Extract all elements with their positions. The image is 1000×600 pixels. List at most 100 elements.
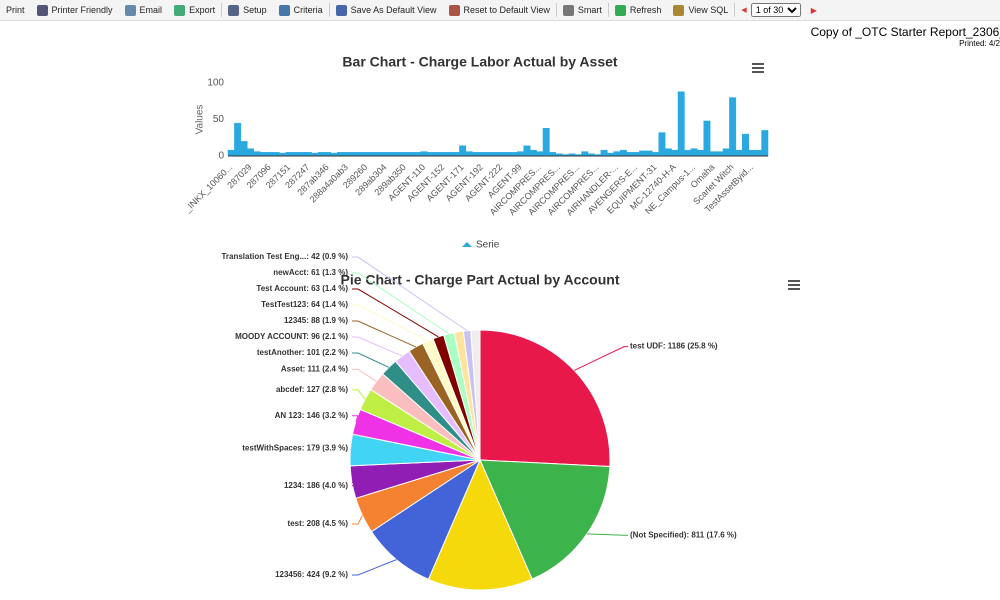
chart-title: Bar Chart - Charge Labor Actual by Asset — [342, 54, 617, 70]
button-icon — [673, 4, 685, 16]
chart-title: Pie Chart - Charge Part Actual by Accoun… — [340, 272, 619, 288]
button-icon — [228, 4, 240, 16]
bar — [684, 149, 692, 157]
bar — [240, 141, 248, 157]
leader-line — [352, 336, 403, 357]
y-tick-label: 100 — [207, 78, 224, 89]
bar — [632, 152, 640, 157]
leader-line — [351, 481, 360, 487]
button-label: Email — [139, 5, 163, 15]
toolbar-button[interactable]: Reset to Default View — [443, 4, 556, 16]
menu-icon[interactable] — [752, 63, 764, 73]
button-icon — [562, 4, 574, 16]
bar — [716, 151, 724, 157]
leader-line — [352, 389, 366, 400]
bar — [337, 152, 344, 157]
bar — [581, 151, 589, 157]
slice-label: test: 208 (4.5 %) — [288, 519, 349, 528]
toolbar-button[interactable]: View SQL — [667, 4, 734, 16]
bar — [292, 152, 299, 157]
page-select[interactable]: 1 of 30 — [750, 3, 801, 17]
bar — [349, 152, 357, 157]
leader-line — [352, 304, 429, 342]
pie-slice — [479, 329, 611, 468]
slice-label: 123456: 424 (9.2 %) — [275, 570, 348, 579]
bar — [388, 152, 396, 157]
slice-label: Asset: 111 (2.4 %) — [281, 364, 348, 373]
bar — [459, 145, 467, 157]
prev-arrow[interactable]: ◀ — [741, 7, 747, 14]
leader-line — [352, 272, 450, 335]
bar — [304, 152, 312, 157]
separator — [607, 3, 609, 17]
toolbar: Print Printer Friendly Email Export Setup Cri… — [0, 0, 1000, 21]
y-axis-label: Values — [195, 105, 206, 135]
slice-label: (Not Specified): 811 (17.6 %) — [630, 530, 737, 539]
bar — [549, 152, 557, 157]
bar — [369, 152, 377, 157]
leader-line — [573, 346, 628, 371]
separator — [328, 3, 330, 17]
bar — [761, 130, 769, 157]
toolbar-button[interactable]: Email — [119, 4, 169, 16]
button-label: View SQL — [688, 5, 729, 15]
leader-line — [352, 352, 390, 368]
slice-label: 12345: 88 (1.9 %) — [284, 316, 348, 325]
slice-label: test UDF: 1186 (25.8 %) — [630, 342, 718, 351]
bar — [542, 128, 550, 157]
toolbar-button[interactable]: Setup — [222, 4, 273, 16]
bar — [382, 152, 389, 157]
button-label: Setup — [243, 5, 267, 15]
button-icon — [278, 4, 290, 16]
next-arrow[interactable]: ▶ — [810, 5, 817, 15]
toolbar-button[interactable]: Printer Friendly — [31, 4, 119, 16]
bar — [652, 152, 659, 157]
bar — [626, 152, 634, 157]
button-label: Printer Friendly — [51, 5, 113, 15]
bar — [748, 149, 756, 157]
bar — [317, 152, 325, 157]
bar — [742, 133, 749, 157]
button-label: Refresh — [629, 5, 662, 15]
toolbar-button[interactable]: Criteria — [273, 4, 329, 16]
report-title: Copy of _OTC Starter Report_2306_ — [810, 25, 1000, 39]
leader-line — [352, 288, 439, 338]
button-label: Save As Default View — [350, 5, 437, 15]
bar — [484, 152, 492, 157]
menu-icon[interactable] — [788, 280, 800, 290]
bar — [234, 122, 242, 157]
toolbar-button[interactable]: Export — [168, 4, 221, 16]
bar — [259, 152, 267, 157]
bar — [613, 151, 621, 157]
toolbar-button[interactable]: Print — [0, 5, 31, 15]
button-icon — [335, 4, 347, 16]
slice-label: testWithSpaces: 179 (3.9 %) — [242, 443, 348, 452]
bar — [478, 152, 486, 157]
bar — [253, 151, 261, 157]
bar — [517, 151, 524, 157]
leader-line — [352, 256, 468, 332]
button-icon — [614, 4, 626, 16]
toolbar-button[interactable]: Save As Default View — [330, 4, 443, 16]
bar — [452, 152, 460, 157]
bar — [754, 149, 762, 157]
bar — [735, 149, 743, 157]
bar — [677, 91, 685, 157]
slice-label: abcdef: 127 (2.8 %) — [276, 385, 348, 394]
toolbar-button[interactable]: Refresh — [609, 4, 668, 16]
pie-slice — [470, 329, 481, 461]
slice-label: MOODY ACCOUNT: 96 (2.1 %) — [235, 332, 348, 341]
toolbar-button[interactable]: Smart — [557, 4, 608, 16]
bar — [420, 151, 428, 157]
legend-label: Serie — [476, 240, 500, 251]
y-tick-label: 0 — [218, 151, 224, 162]
separator — [734, 3, 736, 17]
bar — [709, 151, 717, 157]
bar — [703, 120, 711, 157]
bar — [664, 148, 672, 157]
bar — [343, 152, 351, 157]
bar — [690, 148, 698, 157]
bar — [227, 149, 235, 157]
